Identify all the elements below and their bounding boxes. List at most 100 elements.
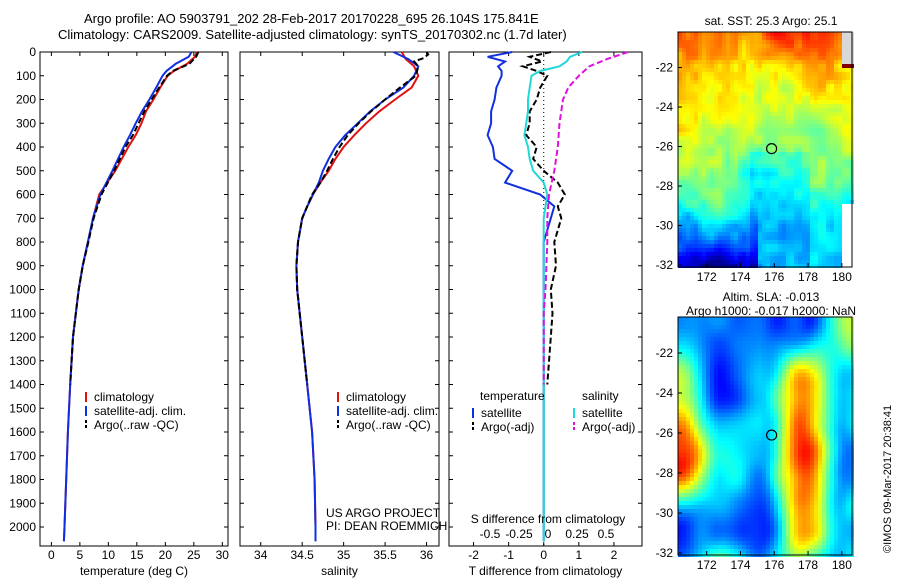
s-difference-tick-label: 0.5 [598, 527, 615, 541]
depth-tick-label: 800 [16, 235, 36, 249]
temperature-xlabel: temperature (deg C) [80, 564, 188, 578]
temperature-legend-label: climatology [94, 390, 154, 404]
difference-panel: -2 -1 0 1 2 T difference from climatology [448, 51, 643, 578]
s-difference-tick-label: -0.25 [505, 527, 533, 541]
depth-tick-label: 100 [16, 69, 36, 83]
sst-map-title: sat. SST: 25.3 Argo: 25.1 [705, 14, 838, 28]
diff-legend-title-salinity: salinity [582, 389, 619, 403]
depth-tick-label: 600 [16, 188, 36, 202]
depth-tick-label: 0 [29, 45, 36, 59]
difference-xtick-label: 0 [540, 548, 547, 562]
sst_map-xtick-label: 178 [798, 270, 818, 284]
salinity-xtick-label: 35 [337, 548, 351, 562]
depth-tick-label: 1900 [9, 496, 36, 510]
temperature-xtick-label: 25 [187, 548, 201, 562]
project-annotation: PI: DEAN ROEMMICH [326, 519, 447, 533]
sla_map-cells [678, 317, 854, 557]
temperature-panel: 0 5 10 15 20 25 300100200300400500600700800900… [9, 45, 229, 578]
salinity-xtick-label: 35.5 [373, 548, 397, 562]
sst_map-argo-float-marker [766, 142, 778, 155]
sst_map-frame [677, 31, 853, 268]
sla_map-frame [677, 316, 853, 556]
sst_map-ytick-label: -30 [656, 219, 674, 233]
sla_map-ytick-label: -28 [656, 466, 674, 480]
depth-tick-label: 1000 [9, 283, 36, 297]
depth-tick-label: 1200 [9, 330, 36, 344]
temperature-xtick-label: 15 [130, 548, 144, 562]
project-annotation: US ARGO PROJECT [326, 506, 441, 520]
sst_map-xtick-label: 176 [764, 270, 784, 284]
salinity-xtick-label: 36 [420, 548, 434, 562]
sla_map-ytick-label: -22 [656, 346, 674, 360]
figure-title-line1: Argo profile: AO 5903791_202 28-Feb-2017… [84, 11, 539, 26]
difference-xtick-label: 1 [575, 548, 582, 562]
depth-tick-label: 700 [16, 211, 36, 225]
sla_map-panel: 172 174 176 178 180 -22 -24 -26 -28 -30 -32 [656, 316, 854, 572]
sst_map-panel: 172 174 176 178 180 -22 -24 -26 -28 -30 -32 [656, 31, 854, 284]
depth-tick-label: 500 [16, 164, 36, 178]
difference-xlabel: T difference from climatology [469, 564, 623, 578]
salinity-panel: 34 34.5 35 35.5 36 salinity [239, 51, 440, 578]
sla_map-xtick-label: 178 [798, 558, 818, 572]
depth-tick-label: 1700 [9, 449, 36, 463]
salinity-xlabel: salinity [321, 564, 358, 578]
sla_map-ytick-label: -30 [656, 506, 674, 520]
temperature-xtick-label: 10 [102, 548, 116, 562]
sst_map-ytick-label: -32 [656, 258, 674, 272]
temperature-xtick-label: 0 [48, 548, 55, 562]
depth-tick-label: 1600 [9, 425, 36, 439]
difference-series-s-argo-adj- [542, 51, 629, 385]
temperature-legend-label: satellite-adj. clim. [94, 404, 186, 418]
diff-legend-label-s: Argo(-adj) [582, 420, 635, 434]
sla_map-ytick-label: -26 [656, 426, 674, 440]
s-difference-label: S difference from climatology [471, 512, 626, 526]
depth-tick-label: 400 [16, 140, 36, 154]
depth-tick-label: 200 [16, 93, 36, 107]
sla_map-argo-float-marker [766, 429, 778, 441]
sla-map-title: Altim. SLA: -0.013 [723, 290, 820, 304]
difference-series-t-argo-adj- [519, 51, 566, 385]
temperature-series-argo-raw-qc- [69, 51, 200, 385]
depth-tick-label: 1400 [9, 378, 36, 392]
temperature-legend-label: Argo(..raw -QC) [94, 418, 179, 432]
diff-legend-label-t: satellite [481, 406, 522, 420]
sla_map-xtick-label: 172 [697, 558, 717, 572]
depth-tick-label: 900 [16, 259, 36, 273]
salinity-legend-label: Argo(..raw -QC) [346, 418, 431, 432]
temperature-xtick-label: 20 [159, 548, 173, 562]
temperature-series-satellite-adj-clim- [62, 51, 193, 542]
salinity-xtick-label: 34 [254, 548, 268, 562]
salinity-series-argo-raw-qc- [295, 51, 430, 385]
depth-tick-label: 1100 [10, 306, 36, 320]
sst_map-xtick-label: 172 [697, 270, 717, 284]
sst_map-ytick-label: -26 [656, 140, 674, 154]
sst_map-ytick-label: -24 [656, 100, 674, 114]
difference-series-s-satellite [523, 51, 583, 542]
sst_map-ytick-label: -28 [656, 179, 674, 193]
salinity-legend-label: satellite-adj. clim. [346, 404, 438, 418]
depth-tick-label: 1300 [9, 354, 36, 368]
depth-tick-label: 300 [16, 116, 36, 130]
sst_map-xtick-label: 180 [832, 270, 852, 284]
sst_map-xtick-label: 174 [730, 270, 750, 284]
diff-legend-title-temperature: temperature [480, 389, 545, 403]
difference-xtick-label: -1 [503, 548, 514, 562]
sla_map-xtick-label: 180 [832, 558, 852, 572]
s-difference-tick-label: 0.25 [565, 527, 589, 541]
difference-xtick-label: 2 [611, 548, 618, 562]
salinity-axes-box [239, 51, 440, 547]
diff-legend-label-t: Argo(-adj) [481, 420, 534, 434]
sst_map-ytick-label: -22 [656, 61, 674, 75]
sla_map-xtick-label: 174 [730, 558, 750, 572]
diff-legend-label-s: satellite [582, 406, 623, 420]
salinity-xtick-label: 34.5 [291, 548, 315, 562]
difference-xtick-label: -2 [468, 548, 479, 562]
depth-tick-label: 1500 [9, 401, 36, 415]
salinity-legend-label: climatology [346, 390, 406, 404]
depth-tick-label: 1800 [9, 473, 36, 487]
s-difference-tick-label: -0.5 [480, 527, 501, 541]
sla_map-xtick-label: 176 [764, 558, 784, 572]
s-difference-tick-label: 0 [545, 527, 552, 541]
temperature-xtick-label: 5 [77, 548, 84, 562]
